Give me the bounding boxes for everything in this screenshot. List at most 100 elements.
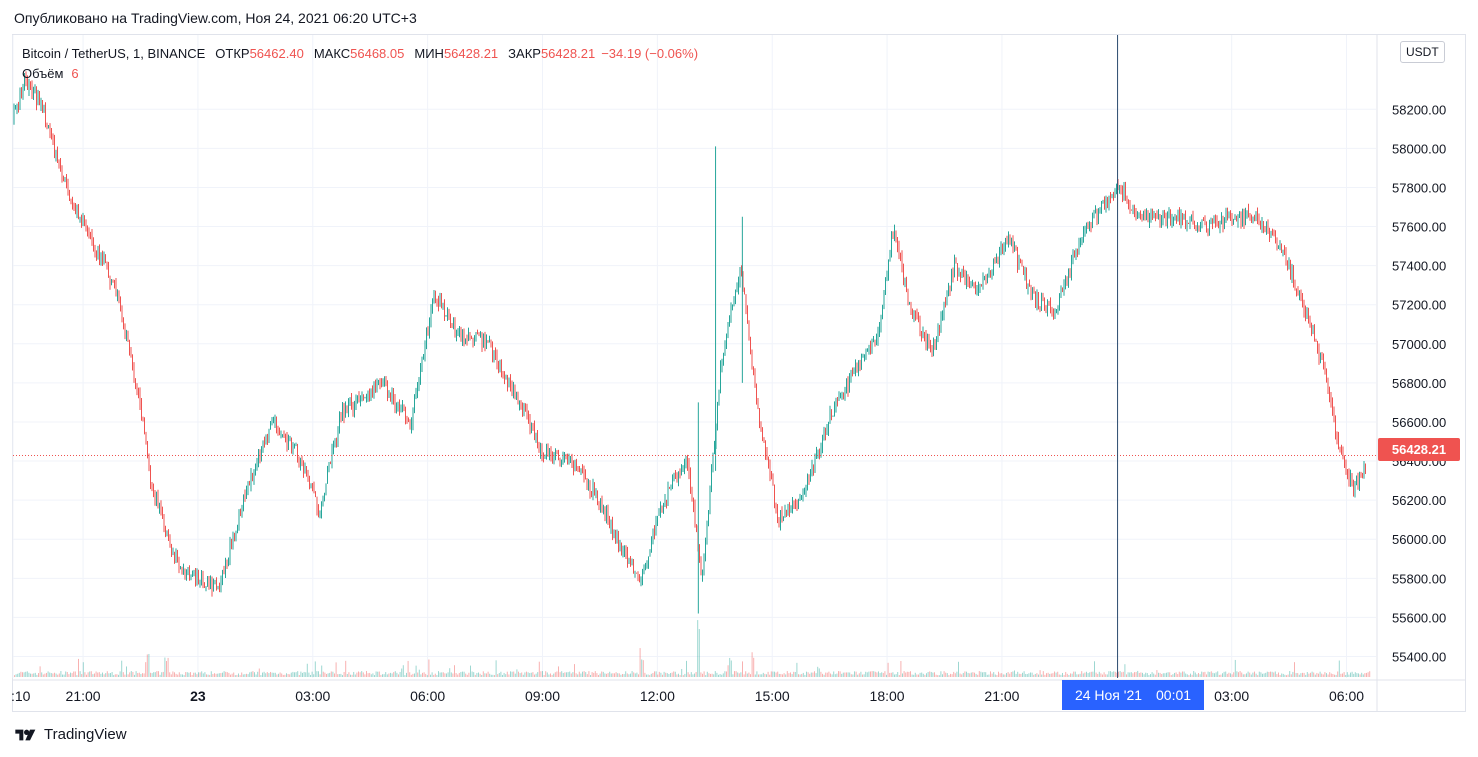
volume-bar xyxy=(930,671,932,677)
volume-bar xyxy=(191,674,193,677)
volume-bar xyxy=(306,663,308,677)
volume-bar xyxy=(295,672,297,677)
volume-bar xyxy=(423,672,425,677)
volume-bar xyxy=(657,674,659,677)
volume-bar xyxy=(209,674,211,677)
volume-bar xyxy=(134,674,135,677)
volume-bar xyxy=(793,671,795,677)
x-tick-label: 03:00 xyxy=(1214,688,1249,704)
volume-bar xyxy=(689,674,691,677)
volume-bar xyxy=(556,671,558,677)
volume-bar xyxy=(569,671,571,677)
volume-bar xyxy=(454,665,455,677)
volume-bar xyxy=(1233,672,1235,677)
volume-bar xyxy=(498,673,500,677)
volume-bar xyxy=(1335,674,1337,677)
volume-bar xyxy=(1284,674,1286,677)
volume-bar xyxy=(633,672,635,677)
volume-bar xyxy=(1295,673,1297,677)
volume-bar xyxy=(935,674,937,677)
volume-bar xyxy=(679,675,681,677)
volume-bar xyxy=(348,672,350,677)
y-tick-label: 57600.00 xyxy=(1392,220,1446,235)
volume-bar xyxy=(692,674,694,677)
crosshair-time: 00:01 xyxy=(1156,687,1192,703)
volume-bar xyxy=(554,672,556,677)
volume-bar xyxy=(895,674,897,677)
volume-bar xyxy=(342,675,343,677)
volume-bar xyxy=(1130,672,1132,677)
volume-bar xyxy=(1367,672,1369,677)
volume-bar xyxy=(1334,674,1335,677)
volume-bar xyxy=(994,674,996,677)
volume-bar xyxy=(737,672,739,677)
volume-bar xyxy=(1234,659,1236,677)
volume-bar xyxy=(646,674,647,677)
volume-bar xyxy=(1028,673,1030,677)
volume-bar xyxy=(1310,672,1311,677)
volume-bar xyxy=(702,673,703,677)
volume-bar xyxy=(665,672,667,677)
volume-bar xyxy=(321,665,323,677)
volume-bar xyxy=(636,672,638,677)
currency-selector[interactable]: USDT xyxy=(1400,41,1445,63)
volume-bar xyxy=(242,674,244,677)
volume-bar xyxy=(705,675,707,677)
volume-bar xyxy=(1063,675,1065,677)
volume-bar xyxy=(1358,673,1359,677)
volume-bar xyxy=(1014,670,1015,677)
volume-bar xyxy=(882,673,884,677)
volume-bar xyxy=(1054,671,1055,677)
volume-bar xyxy=(588,671,590,677)
volume-bar xyxy=(1180,672,1182,677)
volume-bar xyxy=(508,674,510,677)
volume-bar xyxy=(335,662,337,677)
volume-bar xyxy=(559,672,561,677)
volume-bar xyxy=(516,669,518,677)
volume-bar xyxy=(638,674,639,677)
volume-bar xyxy=(138,672,140,677)
volume-bar xyxy=(207,674,209,677)
volume-bar xyxy=(87,672,89,677)
volume-bar xyxy=(214,673,215,677)
volume-bar xyxy=(732,674,734,677)
volume-bar xyxy=(287,674,289,677)
volume-bar xyxy=(986,674,988,677)
volume-bar xyxy=(742,661,743,677)
volume-bar xyxy=(1036,673,1038,677)
volume-bar xyxy=(945,672,947,677)
tradingview-logo-icon xyxy=(15,729,36,740)
volume-bar xyxy=(1204,671,1206,677)
volume-bar xyxy=(1191,674,1193,677)
volume-bar xyxy=(558,666,559,677)
volume-bar xyxy=(330,671,332,677)
volume-bar xyxy=(166,661,167,677)
volume-bar xyxy=(54,672,55,677)
volume-bar xyxy=(79,671,81,677)
volume-bar xyxy=(985,672,987,677)
volume-bar xyxy=(425,673,427,677)
volume-bar xyxy=(492,674,494,677)
volume-bar xyxy=(442,672,444,677)
volume-bar xyxy=(366,671,367,677)
volume-bar xyxy=(1108,671,1110,677)
volume-bar xyxy=(806,671,807,677)
volume-bar xyxy=(1201,671,1203,677)
volume-bar xyxy=(1346,672,1348,677)
volume-bar xyxy=(670,673,671,677)
volume-bar xyxy=(530,672,532,677)
volume-bar xyxy=(967,672,969,677)
volume-bar xyxy=(1198,672,1199,677)
volume-bar xyxy=(148,653,150,677)
volume-bar xyxy=(1081,671,1083,677)
volume-bar xyxy=(1190,673,1191,677)
volume-bar xyxy=(954,673,956,677)
volume-bar xyxy=(766,674,767,677)
volume-bar xyxy=(305,672,307,677)
footer-brand[interactable]: TradingView xyxy=(14,726,127,743)
volume-bar xyxy=(231,673,233,677)
volume-bar xyxy=(226,672,228,677)
volume-bar xyxy=(687,672,689,677)
volume-bar xyxy=(1185,673,1187,677)
